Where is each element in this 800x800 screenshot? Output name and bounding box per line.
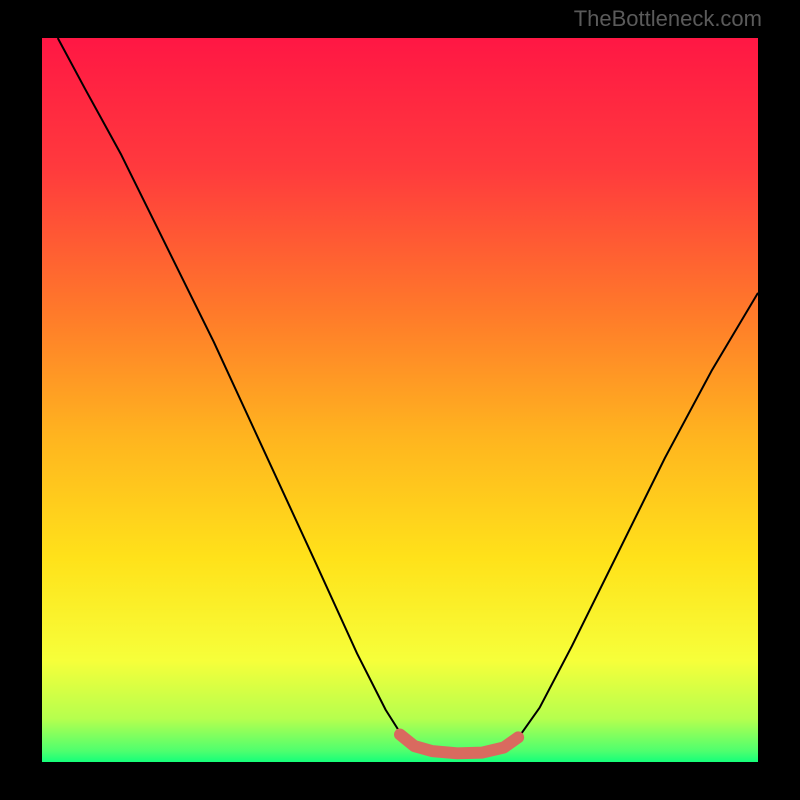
- plot-area: [42, 38, 758, 762]
- bottleneck-highlight: [400, 734, 518, 753]
- watermark-text: TheBottleneck.com: [574, 6, 762, 32]
- chart-stage: TheBottleneck.com: [0, 0, 800, 800]
- bottleneck-curve: [58, 38, 758, 753]
- curve-layer: [42, 38, 758, 762]
